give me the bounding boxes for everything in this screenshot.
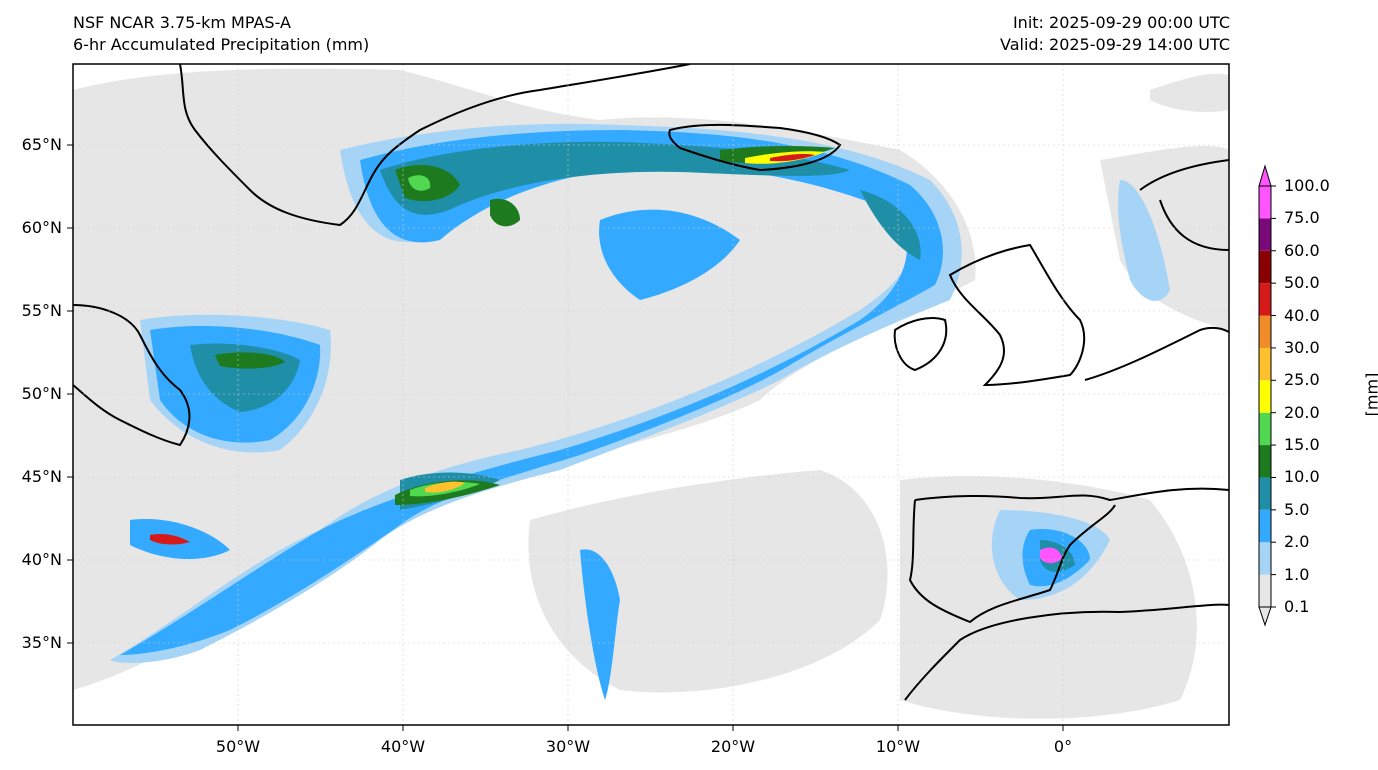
lat-label: 45°N <box>0 467 62 486</box>
colorbar-segment <box>1259 218 1271 250</box>
colorbar-max-extend <box>1259 166 1271 186</box>
colorbar-segment <box>1259 380 1271 412</box>
colorbar-level-label: 50.0 <box>1284 273 1320 292</box>
colorbar-level-label: 15.0 <box>1284 435 1320 454</box>
colorbar <box>1259 166 1276 625</box>
colorbar-segment <box>1259 477 1271 509</box>
colorbar-level-label: 75.0 <box>1284 208 1320 227</box>
lat-label: 65°N <box>0 135 62 154</box>
colorbar-level-label: 5.0 <box>1284 500 1309 519</box>
lon-label: 0° <box>1023 737 1103 756</box>
colorbar-segment <box>1259 413 1271 445</box>
colorbar-level-label: 10.0 <box>1284 467 1320 486</box>
colorbar-segment <box>1259 283 1271 315</box>
colorbar-segment <box>1259 542 1271 574</box>
colorbar-segment <box>1259 510 1271 542</box>
colorbar-level-label: 30.0 <box>1284 338 1320 357</box>
lat-label: 35°N <box>0 633 62 652</box>
lon-label: 10°W <box>858 737 938 756</box>
colorbar-segment <box>1259 575 1271 607</box>
colorbar-level-label: 2.0 <box>1284 532 1309 551</box>
colorbar-level-label: 40.0 <box>1284 306 1320 325</box>
colorbar-level-label: 25.0 <box>1284 370 1320 389</box>
colorbar-unit: [mm] <box>1363 365 1378 425</box>
colorbar-level-label: 0.1 <box>1284 597 1309 616</box>
colorbar-level-label: 60.0 <box>1284 241 1320 260</box>
colorbar-min-extend <box>1259 607 1271 625</box>
colorbar-segment <box>1259 251 1271 283</box>
colorbar-level-label: 1.0 <box>1284 565 1309 584</box>
lat-label: 40°N <box>0 550 62 569</box>
lon-label: 50°W <box>198 737 278 756</box>
colorbar-segment <box>1259 348 1271 380</box>
lat-label: 55°N <box>0 301 62 320</box>
colorbar-level-label: 20.0 <box>1284 403 1320 422</box>
lon-label: 40°W <box>363 737 443 756</box>
colorbar-segment <box>1259 186 1271 218</box>
lat-label: 60°N <box>0 218 62 237</box>
lon-label: 20°W <box>693 737 773 756</box>
lon-label: 30°W <box>528 737 608 756</box>
lat-label: 50°N <box>0 384 62 403</box>
colorbar-segment <box>1259 316 1271 348</box>
colorbar-segment <box>1259 445 1271 477</box>
colorbar-level-label: 100.0 <box>1284 176 1330 195</box>
